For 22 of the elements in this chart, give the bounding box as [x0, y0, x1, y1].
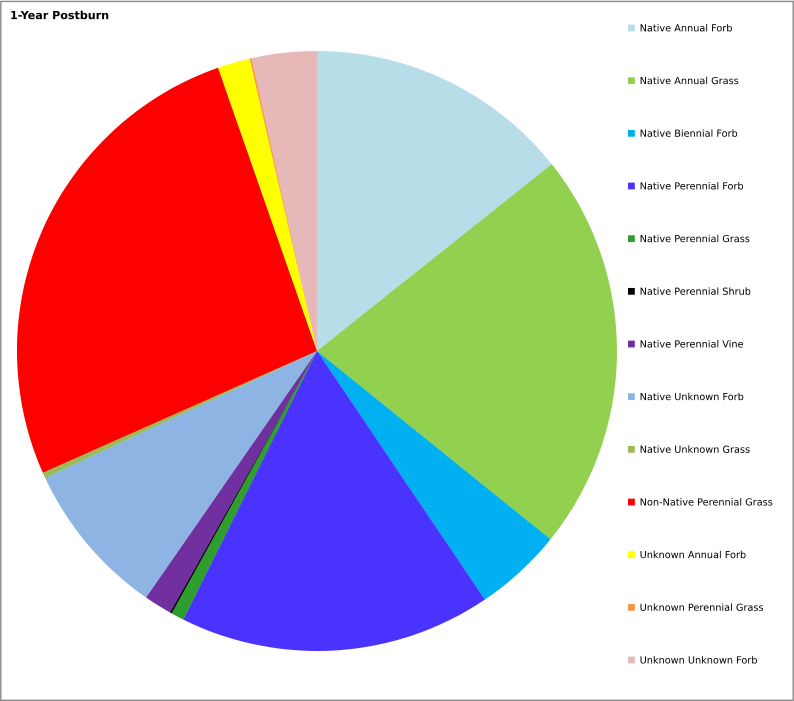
legend-label: Native Perennial Grass	[640, 234, 750, 242]
legend-label: Native Unknown Forb	[640, 392, 744, 400]
chart-title: 1-Year Postburn	[11, 10, 108, 20]
legend-label: Native Annual Forb	[640, 24, 732, 32]
legend-label: Native Unknown Grass	[640, 445, 750, 453]
pie-slice	[42, 351, 317, 478]
pie-slice	[183, 351, 485, 651]
legend-label: Unknown Unknown Forb	[640, 656, 757, 664]
legend-label: Native Perennial Forb	[640, 182, 744, 190]
legend-label: Unknown Annual Forb	[640, 550, 746, 558]
pie-slice	[218, 58, 317, 351]
pie-slice	[45, 351, 317, 598]
pie-slice	[17, 68, 317, 473]
legend-label: Native Perennial Shrub	[640, 287, 750, 295]
pie-slice	[317, 51, 552, 351]
legend-label: Native Annual Grass	[640, 76, 738, 84]
legend-label: Native Biennial Forb	[640, 129, 738, 137]
legend-label: Native Perennial Vine	[640, 340, 744, 348]
legend-label: Non-Native Perennial Grass	[640, 498, 772, 506]
pie-slice	[317, 351, 551, 600]
legend-label: Unknown Perennial Grass	[640, 603, 764, 611]
pie-slice	[317, 164, 617, 540]
